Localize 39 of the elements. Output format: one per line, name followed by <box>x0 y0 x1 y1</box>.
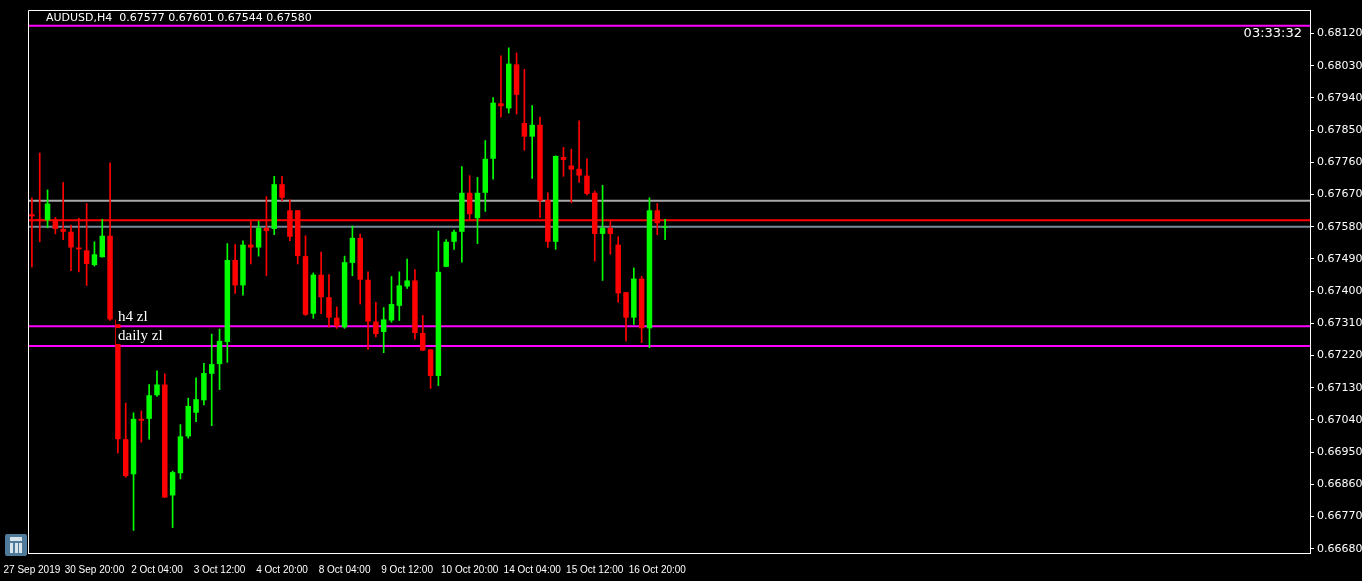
y-tick-label: 0.67850 <box>1317 123 1362 137</box>
y-tick-label: 0.67670 <box>1317 187 1362 201</box>
y-tick-label: 0.67310 <box>1317 316 1362 330</box>
x-tick-label: 15 Oct 12:00 <box>566 563 624 575</box>
x-tick-label: 9 Oct 12:00 <box>381 563 434 575</box>
x-tick-label: 14 Oct 04:00 <box>503 563 562 575</box>
y-tick-label: 0.67220 <box>1317 348 1362 362</box>
y-tick-label: 0.67130 <box>1317 380 1362 394</box>
y-tick-label: 0.67490 <box>1317 251 1362 265</box>
y-tick-label: 0.68030 <box>1317 58 1362 72</box>
candlestick <box>498 55 504 118</box>
y-tick-label: 0.66950 <box>1317 444 1362 458</box>
y-tick-label: 0.66770 <box>1317 509 1362 523</box>
y-tick-label: 0.67580 <box>1317 219 1362 233</box>
y-tick-label: 0.66860 <box>1317 477 1362 491</box>
candlestick <box>576 120 582 183</box>
ref-line-label: h4 zl <box>118 307 148 324</box>
x-tick-label: 8 Oct 04:00 <box>318 563 371 575</box>
x-tick-label: 2 Oct 04:00 <box>131 563 184 575</box>
ref-line-label: daily zl <box>118 327 163 344</box>
candlestick <box>662 218 668 240</box>
annotation: 03:33:32 <box>1243 25 1302 41</box>
y-tick-label: 0.68120 <box>1317 26 1362 40</box>
y-tick-label: 0.67940 <box>1317 90 1362 104</box>
y-tick-label: 0.67760 <box>1317 155 1362 169</box>
candlestick <box>404 258 410 289</box>
candlestick <box>568 148 575 204</box>
y-tick-label: 0.67040 <box>1317 412 1362 426</box>
candlestick <box>208 333 215 426</box>
x-tick-label: 27 Sep 2019 <box>3 563 61 575</box>
x-tick-label: 10 Oct 20:00 <box>441 563 499 575</box>
y-tick-label: 0.67400 <box>1317 284 1362 298</box>
candlestick <box>529 105 535 179</box>
x-tick-label: 16 Oct 20:00 <box>628 563 687 575</box>
chart-title: AUDUSD,H4 0.67577 0.67601 0.67544 0.67580 <box>46 10 312 24</box>
y-tick-label: 0.66680 <box>1317 541 1362 555</box>
x-tick-label: 30 Sep 20:00 <box>64 563 125 575</box>
x-tick-label: 3 Oct 12:00 <box>193 563 246 575</box>
x-tick-label: 4 Oct 20:00 <box>256 563 309 575</box>
